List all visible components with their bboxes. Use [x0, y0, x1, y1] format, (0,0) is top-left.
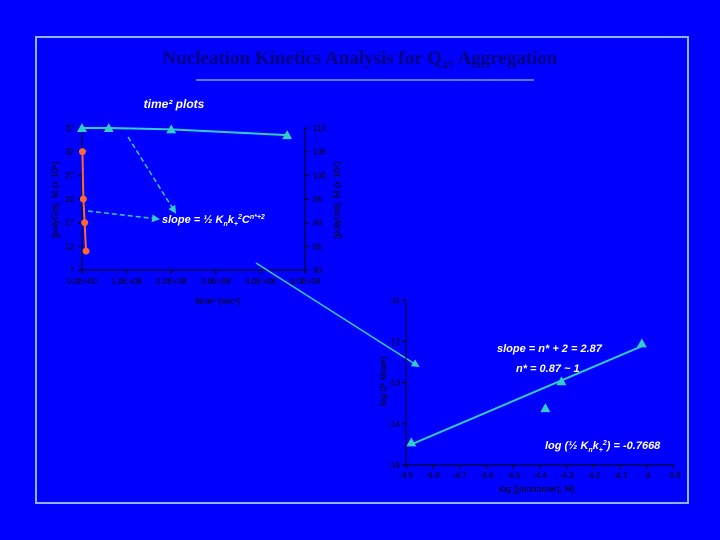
chart1-circle-series-line [81, 151, 88, 252]
chart1-x-label: time² (sec²) [195, 296, 241, 306]
chart1-right-tick-label: 100 [313, 171, 327, 180]
chart2-x-tick-label: -4 [644, 471, 652, 480]
chart1-left-tick-label: 12 [65, 242, 74, 251]
chart1-left-ticks: 7 12 17 22 27 32 37 [65, 124, 82, 275]
chart1-triangle-point [103, 123, 114, 132]
chart1-left-label: [polyGln], M (x 10⁹) [50, 161, 60, 238]
chart2-triangle-point [540, 403, 551, 413]
chart2-y-ticks: -15 -14 -13 -12 -11 [388, 296, 406, 470]
chart1-right-tick-label: 105 [313, 148, 327, 157]
chart2-y-tick-label: -13 [388, 379, 400, 388]
chart1-right-tick-label: 85 [313, 242, 322, 251]
chart2-slope-annotation: slope = n* + 2 = 2.87 [497, 343, 603, 355]
chart1-title: time² plots [144, 97, 205, 111]
chart1-x-tick-label: 4.0E+08 [245, 277, 276, 286]
chart1-x-tick-label: 5.0E+08 [290, 277, 321, 286]
chart2-x-tick-label: -4.4 [533, 471, 547, 480]
title-underline [196, 79, 534, 81]
chart1-slope-annotation: slope = ½ Knk+2Cn*+2 [162, 214, 265, 228]
chart1-x-tick-label: 2.0E+08 [156, 277, 187, 286]
chart1-triangle-point [282, 130, 293, 140]
chart2-triangle-point [636, 338, 647, 348]
chart1-left-tick-label: 22 [65, 195, 74, 204]
chart2-y-label: log (t² slope) [378, 356, 388, 406]
chart2-x-tick-label: -4.1 [614, 471, 628, 480]
arrow-to-log-plot [255, 262, 420, 368]
chart1-left-tick-label: 7 [70, 266, 75, 275]
chart1-right-tick-label: 80 [313, 266, 322, 275]
chart1-triangle-series-line [82, 127, 288, 137]
chart1-right-ticks: 80 85 90 95 100 105 110 [305, 124, 327, 275]
chart1-circle-point [79, 195, 87, 203]
chart1-x-ticks: 0.0E+00 1.0E+08 2.0E+08 3.0E+08 4.0E+08 5.0E+… [67, 270, 321, 286]
time-squared-chart: time² plots 0.0E+00 1.0E+08 2.0E+08 3.0E+08… [50, 97, 342, 306]
log-plot-chart: -4.9 -4.8 -4.7 -4.6 -4.5 -4.4 -4.3 -4.2 -4.1 -4 -3… [378, 296, 681, 494]
slide-frame [35, 36, 689, 504]
chart1-left-tick-label: 17 [65, 219, 74, 228]
arrow-slope-from-circle [87, 210, 160, 223]
chart1-triangle-point [166, 124, 177, 134]
chart2-x-tick-label: -3.9 [667, 471, 681, 480]
chart2-triangle-point [556, 376, 567, 386]
chart1-right-tick-label: 95 [313, 195, 322, 204]
chart1-left-tick-label: 32 [65, 148, 74, 157]
slide-title: Nucleation Kinetics Analysis for Q47 Agg… [162, 48, 558, 72]
arrow-slope-from-triangle [127, 136, 177, 214]
chart2-x-tick-label: -4.8 [426, 471, 440, 480]
chart2-x-tick-label: -4.6 [480, 471, 494, 480]
chart1-triangle-point [77, 123, 87, 132]
chart2-x-tick-label: -4.7 [453, 471, 467, 480]
chart1-right-tick-label: 110 [313, 124, 326, 133]
chart1-circle-point [81, 219, 89, 227]
chart2-y-tick-label: -15 [388, 461, 400, 470]
chart2-x-tick-label: -4.5 [506, 471, 520, 480]
chart1-circle-point [78, 148, 86, 156]
chart2-fit-line [410, 345, 643, 446]
chart2-x-tick-label: -4.3 [560, 471, 574, 480]
chart1-left-tick-label: 37 [65, 124, 74, 133]
chart1-left-tick-label: 27 [65, 171, 74, 180]
chart2-intercept-annotation: log (½ Knk+2) = -0.7668 [545, 440, 661, 454]
chart2-y-tick-label: -14 [388, 420, 400, 429]
chart2-y-tick-label: -11 [389, 296, 401, 305]
chart1-right-label: [polyGln], M (x 10⁹) [332, 161, 342, 238]
chart2-x-ticks: -4.9 -4.8 -4.7 -4.6 -4.5 -4.4 -4.3 -4.2 -4.1 -4 -3… [399, 465, 681, 480]
chart2-x-tick-label: -4.9 [399, 471, 413, 480]
chart1-circle-point [82, 247, 90, 255]
chart1-x-tick-label: 3.0E+08 [201, 277, 232, 286]
chart2-x-tick-label: -4.2 [587, 471, 601, 480]
chart2-x-label: log ([monomer], M) [499, 484, 575, 494]
chart1-x-tick-label: 1.0E+08 [112, 277, 143, 286]
chart2-y-tick-label: -12 [388, 337, 400, 346]
chart1-x-tick-label: 0.0E+00 [67, 277, 98, 286]
chart1-right-tick-label: 90 [313, 219, 322, 228]
chart2-triangle-point [406, 437, 417, 447]
chart2-nstar-annotation: n* = 0.87 ~ 1 [516, 363, 580, 375]
